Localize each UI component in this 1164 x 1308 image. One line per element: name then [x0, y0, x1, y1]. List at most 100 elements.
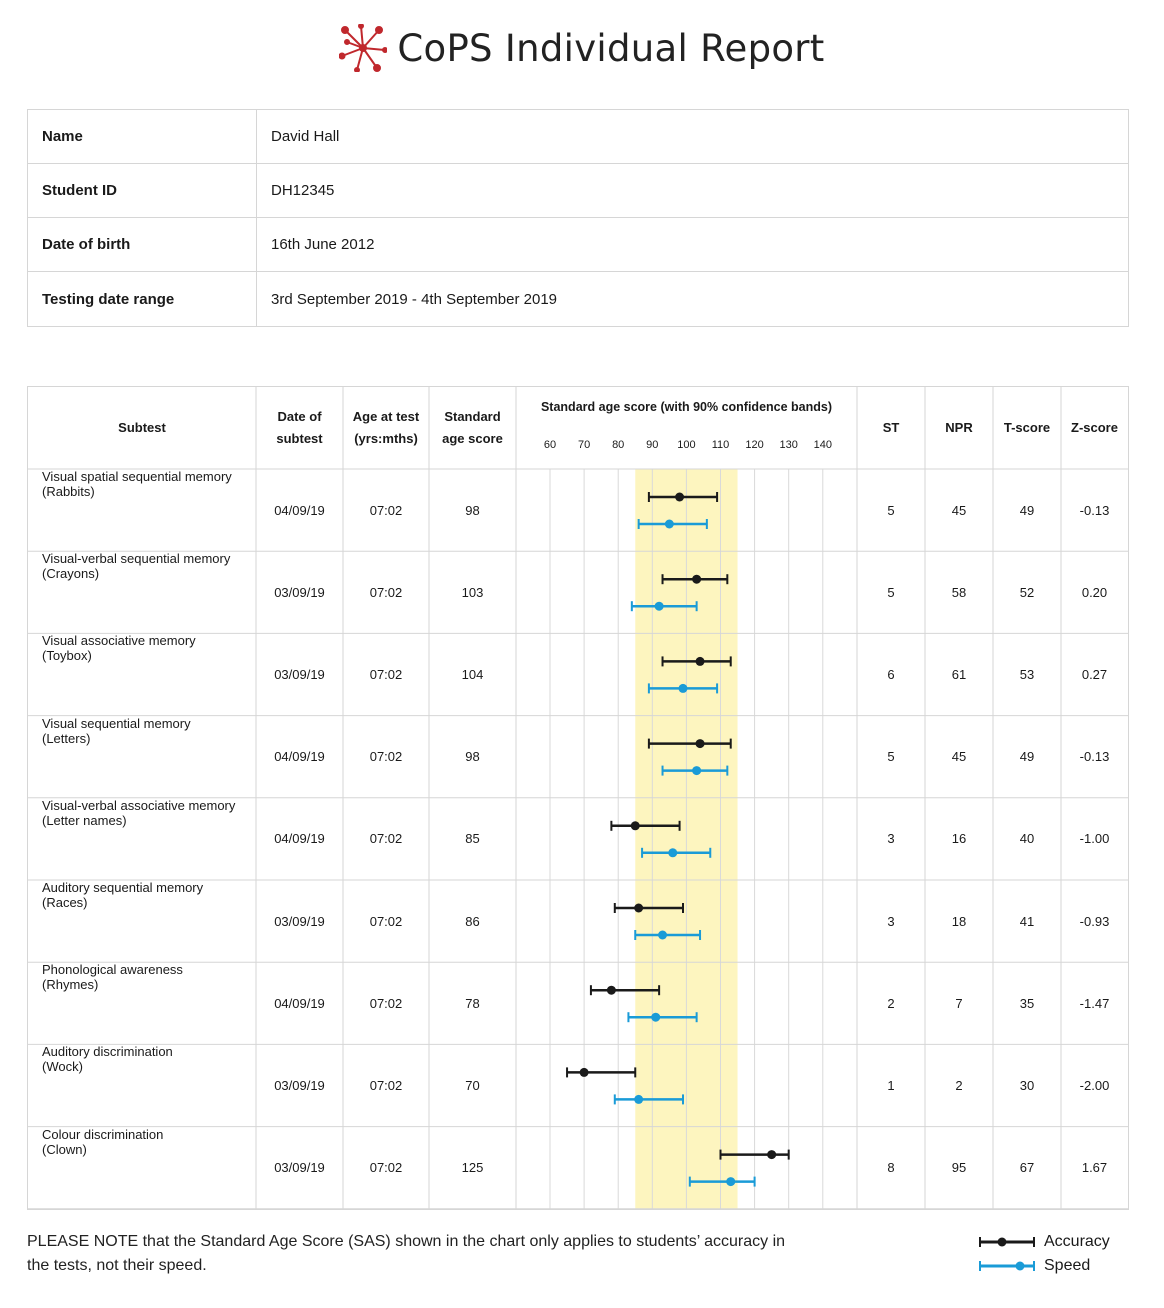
- score-point: [630, 821, 640, 831]
- npr-cell: 2: [955, 1077, 963, 1093]
- legend-item-speed: Speed: [978, 1254, 1148, 1278]
- speed-swatch-icon: [979, 1261, 1035, 1271]
- subtest-name-cell: Phonological awareness (Rhymes): [28, 962, 256, 1044]
- sas-cell: 103: [461, 584, 484, 600]
- results-grid: [28, 387, 1128, 1209]
- score-point: [654, 601, 664, 611]
- t-cell: 30: [1019, 1077, 1035, 1093]
- score-point: [664, 519, 674, 529]
- z-cell: 0.20: [1081, 584, 1108, 600]
- speed-marker: [641, 847, 712, 858]
- t-cell: 41: [1019, 913, 1035, 929]
- header-date-line1: Date of: [277, 409, 322, 424]
- x-tick-label: 130: [779, 439, 798, 451]
- z-cell: -1.47: [1079, 995, 1110, 1011]
- legend-item-accuracy: Accuracy: [978, 1230, 1148, 1254]
- npr-cell: 45: [951, 749, 967, 765]
- date-cell: 03/09/19: [274, 1160, 325, 1176]
- date-cell: 04/09/19: [274, 995, 325, 1011]
- score-point: [695, 739, 705, 749]
- npr-cell: 61: [951, 666, 967, 682]
- speed-marker: [661, 765, 729, 776]
- info-value: 3rd September 2019 - 4th September 2019: [271, 290, 558, 308]
- t-cell: 53: [1019, 666, 1035, 682]
- sas-cell: 70: [465, 1077, 480, 1093]
- score-point: [692, 574, 702, 584]
- subtest-name-cell: Visual associative memory (Toybox): [28, 633, 256, 715]
- sas-cell: 86: [465, 913, 480, 929]
- x-tick-label: 60: [543, 439, 557, 451]
- date-cell: 04/09/19: [274, 749, 325, 765]
- z-cell: 1.67: [1081, 1160, 1108, 1176]
- info-row-name: Name David Hall: [28, 110, 1128, 164]
- subtest-name: Colour discrimination: [42, 1126, 164, 1142]
- header-subtest: Subtest: [28, 387, 256, 469]
- score-point: [579, 1067, 589, 1077]
- header-subtest-label: Subtest: [118, 420, 166, 435]
- chart-title: Standard age score (with 90% confidence …: [540, 400, 833, 414]
- molecule-star-icon: [339, 24, 388, 72]
- accuracy-marker: [610, 820, 681, 831]
- npr-cell: 16: [951, 831, 967, 847]
- subtest-name: Auditory discrimination: [42, 1044, 173, 1060]
- sas-cell: 78: [465, 995, 480, 1011]
- subtest-task: (Races): [42, 895, 88, 910]
- date-cell: 03/09/19: [274, 584, 325, 600]
- speed-marker: [613, 1094, 684, 1105]
- npr-cell: 95: [951, 1160, 967, 1176]
- accuracy-marker: [589, 985, 661, 996]
- legend-label-accuracy: Accuracy: [1044, 1233, 1110, 1250]
- subtest-task: (Letters): [42, 730, 91, 746]
- info-value: 16th June 2012: [271, 236, 375, 253]
- t-cell: 40: [1019, 831, 1035, 847]
- info-label: Testing date range: [28, 272, 257, 326]
- speed-marker: [647, 683, 719, 694]
- page-title: CoPS Individual Report: [397, 26, 825, 70]
- subtest-name-cell: Visual-verbal sequential memory (Crayons): [28, 551, 256, 633]
- npr-cell: 7: [955, 995, 963, 1011]
- subtest-name-cell: Auditory sequential memory (Races): [28, 880, 256, 962]
- sas-cell: 125: [461, 1160, 484, 1176]
- score-point: [726, 1177, 736, 1187]
- subtest-task: (Rhymes): [42, 977, 99, 993]
- subtest-task: (Clown): [42, 1141, 87, 1157]
- score-point: [634, 1094, 644, 1104]
- sas-cell: 98: [465, 749, 480, 765]
- z-cell: -1.00: [1079, 831, 1110, 847]
- subtest-name: Visual-verbal sequential memory: [42, 551, 231, 567]
- subtest-name: Visual spatial sequential memory: [42, 469, 232, 484]
- header-sas: Standard age score: [429, 387, 516, 469]
- t-cell: 67: [1019, 1160, 1035, 1176]
- date-cell: 03/09/19: [274, 1077, 325, 1093]
- info-row-student-id: Student ID DH12345: [28, 164, 1128, 218]
- chart-header: Standard age score (with 90% confidence …: [516, 387, 857, 469]
- score-point: [695, 656, 705, 666]
- speed-marker: [630, 601, 698, 612]
- age-cell: 07:02: [369, 666, 403, 682]
- x-tick-label: 140: [813, 439, 832, 451]
- header-tscore-label: T-score: [1003, 420, 1051, 435]
- z-cell: -0.13: [1079, 749, 1110, 765]
- date-cell: 03/09/19: [274, 913, 325, 929]
- score-point: [675, 492, 685, 502]
- header-st-label: ST: [882, 420, 900, 435]
- info-row-testing-range: Testing date range 3rd September 2019 - …: [28, 272, 1128, 326]
- subtest-name-cell: Visual sequential memory (Letters): [28, 716, 256, 798]
- header-zscore: Z-score: [1061, 387, 1128, 469]
- score-point: [767, 1150, 777, 1160]
- accuracy-swatch-icon: [979, 1237, 1035, 1247]
- t-cell: 49: [1019, 502, 1035, 518]
- chart-legend: Accuracy Speed: [978, 1230, 1148, 1278]
- st-cell: 5: [887, 749, 895, 765]
- accuracy-marker: [719, 1149, 790, 1160]
- x-tick-label: 80: [612, 439, 625, 451]
- header-tscore: T-score: [993, 387, 1061, 469]
- age-cell: 07:02: [369, 995, 403, 1011]
- legend-label-speed: Speed: [1044, 1257, 1091, 1274]
- date-cell: 03/09/19: [274, 666, 325, 682]
- accuracy-marker: [566, 1067, 637, 1078]
- subtest-name: Visual-verbal associative memory: [42, 797, 236, 813]
- info-label: Name: [28, 110, 257, 163]
- accuracy-marker: [613, 903, 684, 913]
- header-date: Date of subtest: [256, 387, 343, 469]
